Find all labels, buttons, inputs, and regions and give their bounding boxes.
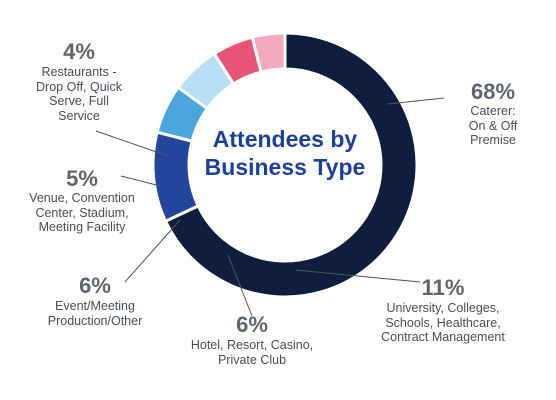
chart-title-line-2: Business Type <box>204 154 366 180</box>
slice-university-label-line-1: University, Colleges, <box>386 301 500 315</box>
donut-slice-caterer <box>163 31 419 299</box>
slice-venue-percent: 5% <box>66 166 98 191</box>
slice-venue-label: Venue, Convention Center, Stadium, Meeti… <box>17 191 147 235</box>
slice-venue-label-line-1: Venue, Convention <box>29 191 135 205</box>
leader-line-event <box>124 219 181 283</box>
slice-event-label-line-1: Event/Meeting <box>55 299 135 313</box>
slice-restaurants-percent: 4% <box>63 39 95 64</box>
leader-line-caterer <box>387 97 445 105</box>
slice-caterer-label-line-1: Caterer: <box>470 104 516 118</box>
slice-restaurants-label-line-3: Serve, Full <box>49 94 109 108</box>
slice-university-percent: 11% <box>421 275 465 300</box>
slice-caterer-label: Caterer: On & Off Premise <box>448 104 538 148</box>
slice-university-label-line-2: Schools, Healthcare, <box>385 315 501 330</box>
slice-university-label-line-3: Contract Management <box>381 330 505 344</box>
slice-caterer-percent: 68% <box>470 79 516 104</box>
slice-university-label: University, Colleges, Schools, Healthcar… <box>360 301 526 345</box>
slice-event-label: Event/Meeting Production/Other <box>30 299 160 328</box>
chart-title: Attendees by Business Type <box>185 125 385 181</box>
slice-hotel-label: Hotel, Resort, Casino, Private Club <box>172 338 332 367</box>
slice-venue-label-line-2: Center, Stadium, <box>35 205 129 220</box>
leader-line-university <box>295 269 421 283</box>
slice-event-percent: 6% <box>79 273 111 298</box>
chart-title-line-1: Attendees by <box>212 126 358 152</box>
leader-line-restaurants <box>95 130 169 157</box>
slice-restaurants-label-line-1: Restaurants - <box>41 65 117 79</box>
slice-caterer-label-line-3: Premise <box>470 133 516 147</box>
slice-caterer-label-line-2: On & Off <box>468 118 518 133</box>
leader-line-hotel <box>227 254 253 317</box>
slice-venue-label-line-3: Meeting Facility <box>38 220 126 234</box>
slice-hotel-percent: 6% <box>236 312 268 337</box>
slice-restaurants-label-line-2: Drop Off, Quick <box>36 79 122 94</box>
slice-restaurants-label-line-4: Service <box>58 108 100 123</box>
slice-hotel-label-line-1: Hotel, Resort, Casino, <box>190 338 314 352</box>
leader-line-venue <box>120 175 161 187</box>
slice-restaurants-label: Restaurants - Drop Off, Quick Serve, Ful… <box>24 65 134 123</box>
slice-hotel-label-line-2: Private Club <box>217 352 287 367</box>
donut-slice-restaurants <box>250 31 287 74</box>
slice-event-label-line-2: Production/Other <box>47 313 143 328</box>
